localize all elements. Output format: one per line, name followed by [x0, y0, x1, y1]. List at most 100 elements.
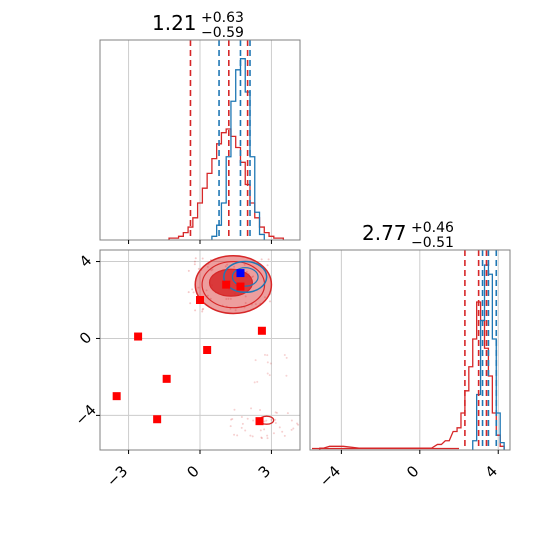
histogram-bar: [212, 159, 217, 240]
sample-point: [244, 429, 247, 432]
histogram-bar: [231, 101, 236, 240]
sample-point: [197, 267, 200, 270]
sample-point: [275, 411, 278, 414]
sample-point: [236, 434, 239, 437]
sample-point: [201, 308, 204, 311]
histogram-bar: [202, 188, 207, 240]
sample-point: [233, 433, 236, 436]
scatter-panel: −3 0 3 −4 0 4: [71, 249, 301, 490]
sample-point: [193, 260, 196, 263]
blue-histogram-step: [211, 58, 265, 240]
histogram-bar: [453, 432, 457, 451]
sample-point: [227, 297, 230, 300]
sample-point: [187, 269, 190, 272]
sample-point: [272, 432, 275, 435]
red-marker: [257, 326, 266, 335]
sample-point: [268, 374, 271, 377]
sample-point: [240, 426, 243, 429]
histogram-title-upper: +0.63: [201, 10, 244, 26]
histogram-bar: [226, 157, 231, 240]
histogram-bar: [269, 236, 274, 240]
sample-point: [290, 419, 293, 422]
sample-point: [244, 302, 247, 305]
histogram-title-lower: −0.59: [201, 25, 244, 41]
sample-point: [259, 409, 262, 412]
histogram-bar: [212, 236, 217, 240]
histogram-bar: [207, 173, 212, 240]
sample-point: [229, 307, 232, 310]
sample-point: [274, 411, 277, 414]
x-tick-label: 0: [183, 462, 202, 481]
panel-frame: [309, 249, 511, 451]
sample-point: [281, 430, 284, 433]
y-tick-label: 0: [76, 328, 95, 347]
sample-point: [231, 418, 234, 421]
histogram-title-main: 2.77: [362, 221, 407, 245]
x-tick-label: 3: [255, 462, 274, 481]
sample-point: [266, 434, 269, 437]
sample-point: [266, 354, 269, 357]
sample-point: [256, 380, 259, 383]
sample-point: [252, 275, 255, 278]
sample-point: [259, 429, 262, 432]
sample-point: [265, 419, 268, 422]
histogram-bar: [437, 444, 441, 450]
sample-point: [201, 257, 204, 260]
sample-point: [251, 276, 254, 279]
y-tick-label: −4: [71, 401, 99, 429]
sample-point: [285, 356, 288, 359]
sample-point: [260, 258, 263, 261]
blue-contour: [223, 260, 268, 294]
histogram-bar: [179, 236, 184, 240]
sample-point: [278, 426, 281, 429]
sample-point: [202, 307, 205, 310]
sample-point: [296, 422, 299, 425]
sample-point: [274, 422, 277, 425]
sample-point: [197, 286, 200, 289]
histogram-bar: [264, 233, 269, 240]
sample-point: [283, 353, 286, 356]
sample-point: [286, 412, 289, 415]
sample-point: [229, 297, 232, 300]
sample-point: [266, 372, 269, 375]
sample-point: [209, 297, 212, 300]
sample-point: [254, 359, 257, 362]
sample-point: [206, 294, 209, 297]
y-tick-label: 4: [76, 251, 95, 270]
histogram-panel-param1: 1.21 +0.63 −0.59: [99, 10, 301, 244]
histogram-bar: [250, 157, 255, 240]
sample-point: [250, 407, 253, 410]
sample-point: [266, 437, 269, 440]
blue-histogram-step: [472, 264, 505, 450]
histogram-bar: [221, 203, 226, 240]
histogram-bar: [500, 443, 504, 450]
sample-point: [211, 268, 214, 271]
sample-point: [260, 436, 263, 439]
sample-point: [269, 300, 272, 303]
sample-point: [201, 310, 204, 313]
sample-point: [229, 425, 232, 428]
sample-point: [292, 427, 295, 430]
sample-point: [224, 265, 227, 268]
red-marker: [162, 374, 171, 383]
sample-point: [254, 303, 257, 306]
x-tick-label: −4: [316, 462, 344, 490]
histogram-bar: [469, 367, 473, 450]
sample-point: [206, 265, 209, 268]
histogram-bar: [198, 203, 203, 240]
red-marker: [236, 282, 245, 291]
sample-point: [194, 257, 197, 260]
sample-point: [267, 258, 270, 261]
sample-point: [266, 361, 269, 364]
sample-point: [274, 418, 277, 421]
sample-point: [234, 309, 237, 312]
histogram-bar: [255, 212, 260, 240]
sample-point: [240, 416, 243, 419]
histogram-bar: [473, 441, 477, 450]
sample-point: [269, 362, 272, 365]
histogram-title-lower: −0.51: [411, 235, 454, 251]
histogram-title-upper: +0.46: [411, 220, 454, 236]
x-tick-label: 4: [482, 462, 501, 481]
histogram-bar: [183, 233, 188, 240]
